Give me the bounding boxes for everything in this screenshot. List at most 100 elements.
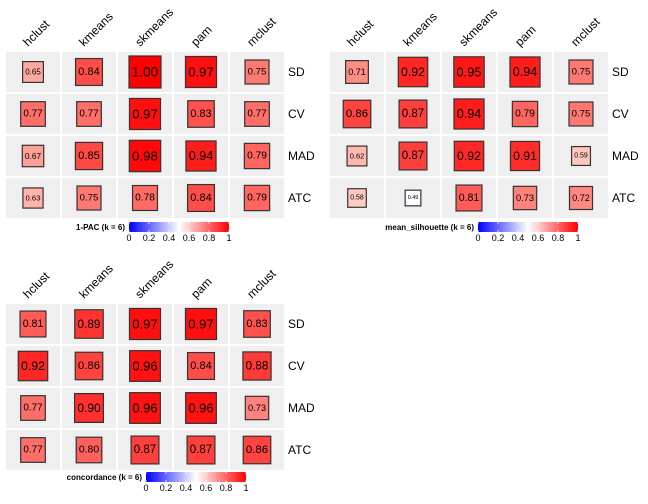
value-label: 0.78	[135, 193, 155, 204]
row-label: CV	[612, 107, 629, 121]
value-square	[453, 98, 485, 130]
value-label: 0.79	[515, 109, 535, 120]
column-label: kmeans	[76, 10, 116, 50]
value-square	[512, 185, 538, 211]
value-label: 0.84	[78, 66, 99, 78]
color-bar-tick-label: 0	[126, 233, 131, 243]
heatmap-panel: hclust kmeans skmeans pam mclust 0.71 0.92 0.95…	[330, 5, 639, 243]
color-bar-tick-label: 0	[475, 233, 480, 243]
value-label: 0.85	[78, 150, 100, 162]
value-square	[128, 97, 162, 131]
value-label: 0.92	[401, 65, 425, 79]
value-label: 0.87	[190, 444, 212, 456]
row-label: ATC	[288, 443, 311, 457]
value-square	[568, 59, 594, 85]
row-label: SD	[288, 317, 305, 331]
value-label: 0.88	[246, 360, 269, 373]
value-square	[74, 309, 104, 339]
legend-title: 1-PAC (k = 6)	[76, 223, 125, 232]
value-square	[74, 351, 104, 381]
value-square	[22, 60, 44, 83]
value-label: 0.83	[246, 318, 267, 330]
value-square	[184, 307, 218, 341]
value-square	[345, 60, 369, 84]
row-label: CV	[288, 359, 305, 373]
value-label: 0.59	[574, 153, 588, 160]
value-square	[22, 187, 44, 209]
row-label: ATC	[612, 191, 635, 205]
value-square	[128, 139, 162, 173]
row-label: ATC	[288, 191, 311, 205]
color-bar-tick-label: 0.2	[143, 233, 156, 243]
value-square	[185, 140, 217, 172]
value-square	[130, 435, 160, 465]
value-label: 0.79	[247, 151, 267, 162]
color-bar-tick-label: 0.6	[200, 483, 213, 493]
value-square	[568, 185, 594, 211]
color-bar-tick-label: 0.2	[492, 233, 505, 243]
value-square	[73, 393, 104, 424]
color-bar-tick-label: 1	[226, 233, 231, 243]
value-label: 0.81	[23, 318, 44, 330]
value-label: 0.75	[80, 193, 99, 204]
value-label: 0.79	[247, 193, 267, 204]
column-label: mclust	[244, 14, 279, 49]
value-square	[244, 59, 270, 85]
value-square	[186, 351, 216, 381]
row-label: MAD	[288, 401, 315, 415]
value-square	[509, 56, 541, 88]
column-label: kmeans	[400, 10, 440, 50]
value-label: 0.72	[572, 193, 590, 203]
value-square	[398, 141, 428, 171]
column-label: pam	[512, 23, 538, 49]
value-square	[511, 100, 539, 128]
value-square	[128, 55, 162, 89]
column-label: mclust	[568, 14, 603, 49]
value-square	[128, 307, 162, 341]
value-label: 0.73	[516, 193, 534, 203]
row-label: SD	[288, 65, 305, 79]
value-label: 0.77	[247, 109, 266, 120]
row-label: SD	[612, 65, 629, 79]
color-bar-tick-label: 0.6	[532, 233, 545, 243]
value-label: 0.84	[190, 360, 211, 372]
value-label: 0.97	[132, 317, 157, 332]
column-label: skmeans	[132, 5, 176, 49]
value-square	[509, 140, 541, 172]
column-label: skmeans	[132, 257, 176, 301]
value-square	[568, 101, 594, 127]
value-square	[19, 310, 47, 338]
value-label: 0.91	[513, 149, 537, 163]
value-label: 0.97	[132, 107, 157, 122]
value-label: 0.49	[408, 195, 419, 201]
color-bar-tick-label: 0.4	[180, 483, 193, 493]
value-square	[184, 55, 218, 89]
value-square	[187, 100, 215, 128]
value-label: 0.65	[25, 68, 41, 77]
color-bar-tick-label: 0.8	[552, 233, 565, 243]
column-label: kmeans	[76, 262, 116, 302]
value-label: 0.77	[79, 109, 98, 120]
value-label: 0.75	[572, 67, 591, 78]
value-label: 0.90	[77, 401, 101, 415]
value-label: 0.75	[572, 109, 591, 120]
value-label: 0.94	[513, 65, 538, 79]
value-square	[347, 188, 367, 208]
value-label: 0.77	[23, 403, 42, 414]
value-square	[453, 140, 485, 172]
value-square	[20, 395, 46, 421]
value-square	[244, 395, 270, 421]
value-square	[186, 183, 216, 213]
value-label: 0.89	[78, 317, 101, 331]
row-label: MAD	[612, 149, 639, 163]
color-bar-tick-label: 1	[243, 483, 248, 493]
color-bar-tick-label: 0.8	[203, 233, 216, 243]
value-square	[242, 351, 272, 381]
value-square	[243, 142, 271, 170]
value-label: 0.58	[350, 195, 364, 202]
row-label: MAD	[288, 149, 315, 163]
value-label: 0.87	[134, 444, 156, 456]
value-square	[453, 56, 485, 88]
value-square	[74, 141, 104, 171]
color-bar-tick-label: 0.8	[220, 483, 233, 493]
